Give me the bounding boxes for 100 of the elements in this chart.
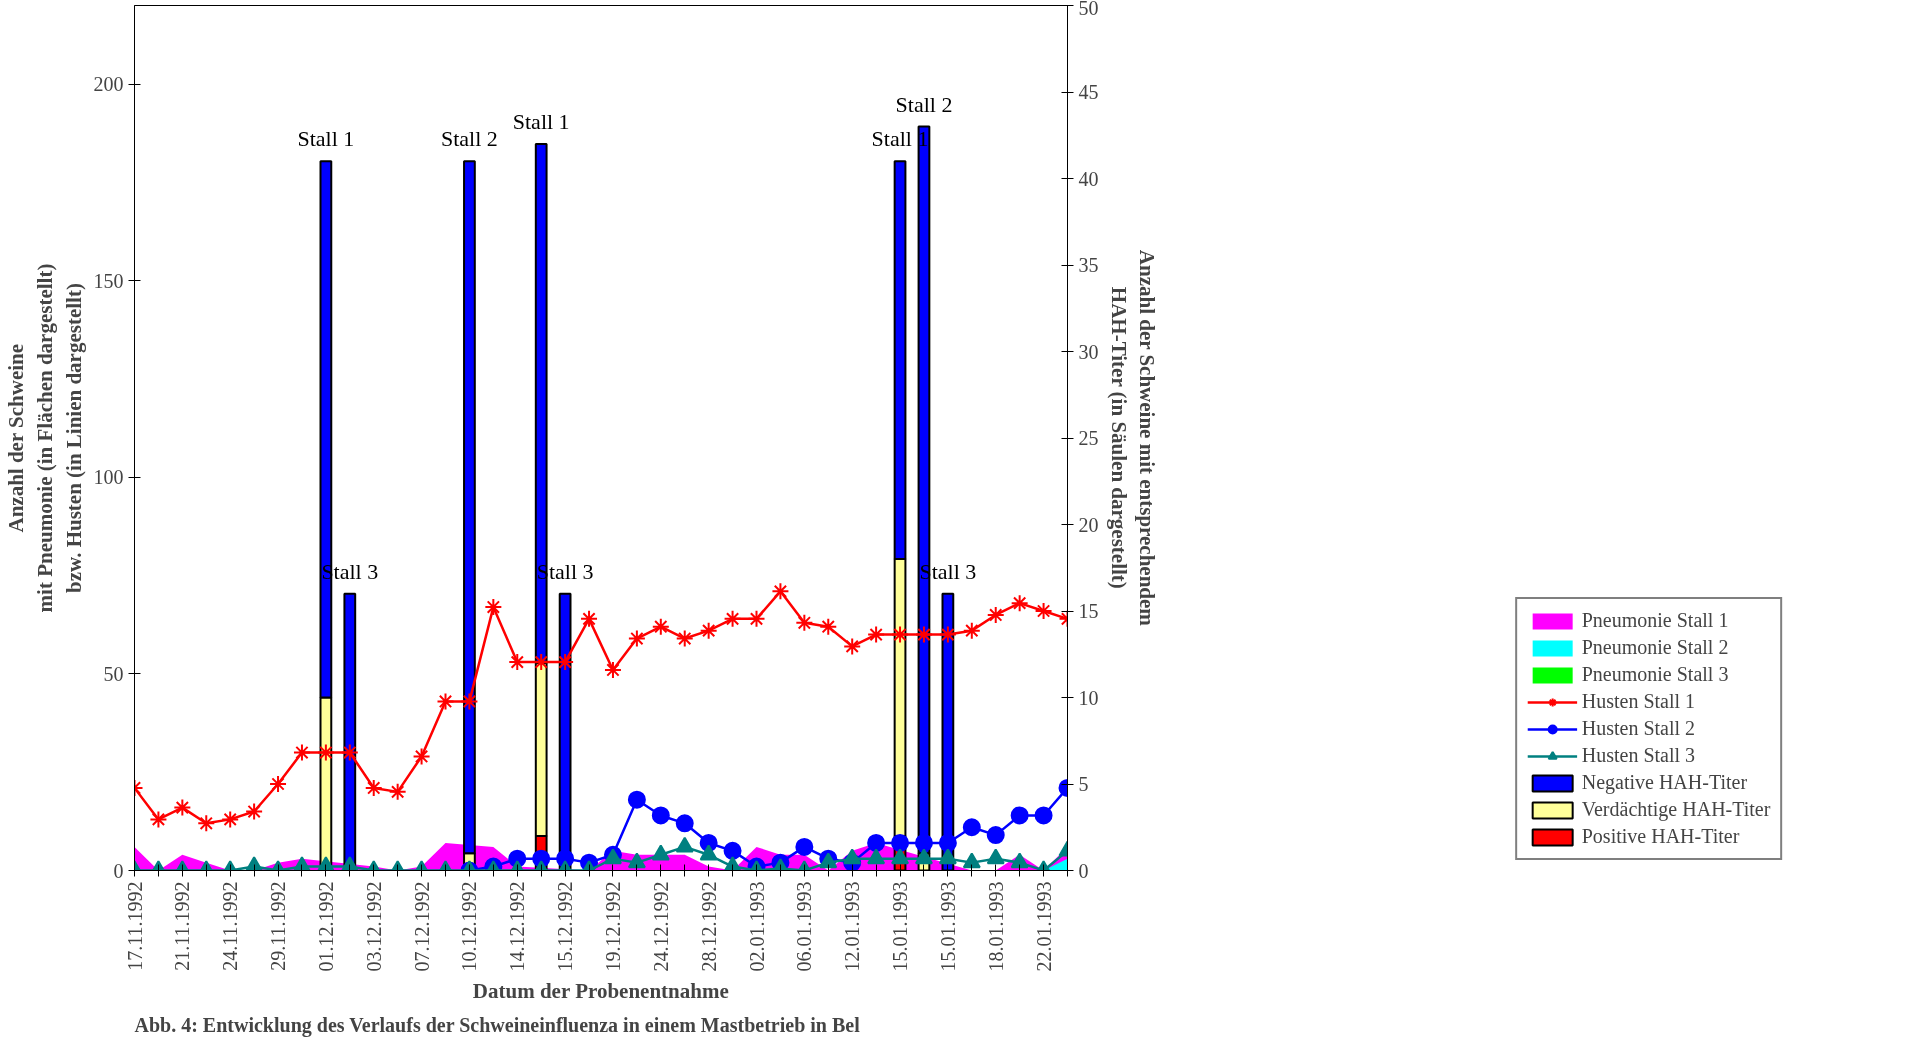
- point: [364, 778, 383, 797]
- data-label: Stall 2: [441, 126, 498, 152]
- y-tick-label: 150: [93, 269, 124, 292]
- y2-tick-label: 45: [1078, 81, 1099, 103]
- x-tick-label: 24.11.1992: [219, 881, 242, 971]
- point: [699, 621, 718, 640]
- point: [675, 814, 694, 833]
- x-tick-label: 18.01.1993: [984, 881, 1007, 972]
- point: [675, 836, 694, 853]
- point: [867, 625, 886, 644]
- x-tick-label: 15.12.1992: [554, 881, 577, 972]
- point: [1010, 852, 1029, 869]
- point: [173, 798, 192, 817]
- point: [962, 621, 981, 640]
- legend-label: Husten Stall 3: [1581, 744, 1696, 767]
- legend-label: Pneumonie Stall 1: [1581, 609, 1729, 632]
- point: [484, 598, 503, 617]
- legend-label: Pneumonie Stall 3: [1581, 663, 1729, 686]
- point: [867, 833, 886, 852]
- point: [651, 806, 670, 825]
- point: [986, 826, 1005, 845]
- y2-tick-label: 10: [1078, 686, 1099, 709]
- point: [651, 617, 670, 636]
- point: [627, 629, 646, 648]
- point: [556, 653, 575, 672]
- point: [723, 609, 742, 628]
- point: [771, 582, 790, 601]
- x-tick-label: 15.01.1993: [889, 881, 912, 972]
- y2-axis-title: Anzahl der Schweine mit entsprechendem HAH-Titer (in Säulen dargestellt): [1106, 249, 1160, 627]
- y2-tick-label: 30: [1078, 340, 1099, 363]
- point: [292, 743, 311, 762]
- point: [460, 692, 479, 711]
- point: [580, 609, 599, 628]
- point: [412, 747, 431, 766]
- x-axis-title: Datum der Probenentnahme: [472, 979, 729, 1004]
- y2-tick-label: 0: [1078, 859, 1089, 882]
- y-tick-label: 100: [93, 466, 124, 489]
- y-axis-title: Anzahl der Schweine mit Pneumonie (in Flächen dargestellt) bzw. Husten (in Linien dargestellt): [3, 263, 86, 613]
- x-tick-label: 15.01.1993: [936, 881, 959, 972]
- point: [269, 775, 288, 793]
- point: [962, 852, 981, 869]
- point: [986, 605, 1005, 624]
- point: [938, 848, 957, 865]
- legend-label: Husten Stall 2: [1581, 717, 1696, 740]
- y2-tick-label: 50: [1078, 0, 1099, 19]
- x-tick-label: 10.12.1992: [458, 881, 481, 972]
- point: [388, 782, 407, 801]
- data-label: Stall 2: [895, 91, 953, 117]
- y2-tick-label: 40: [1078, 167, 1099, 190]
- point: [627, 852, 646, 869]
- x-tick-label: 06.01.1993: [793, 881, 816, 972]
- x-tick-label: 19.12.1992: [601, 881, 624, 972]
- point: [986, 848, 1005, 865]
- point: [891, 848, 910, 865]
- point: [699, 844, 718, 861]
- caption: Abb. 4: Entwicklung des Verlaufs der Schweineinfluenza in einem Mastbetrieb in Bel: [134, 1013, 861, 1037]
- point: [221, 810, 240, 829]
- point: [891, 833, 910, 852]
- point: [1034, 602, 1053, 620]
- y2-tick-label: 35: [1078, 254, 1099, 276]
- y-tick-label: 0: [113, 859, 124, 882]
- y2-tick-label: 20: [1078, 513, 1099, 536]
- point: [867, 848, 886, 865]
- x-tick-label: 17.11.1992: [123, 881, 146, 971]
- x-tick-label: 07.12.1992: [410, 881, 433, 972]
- point: [436, 692, 455, 711]
- y2-tick-label: 15: [1078, 600, 1099, 622]
- point: [723, 841, 742, 860]
- x-tick-label: 24.12.1992: [649, 881, 672, 972]
- point: [675, 629, 694, 648]
- data-label: Stall 1: [297, 126, 355, 152]
- point: [316, 743, 335, 762]
- legend-label: Negative HAH-Titer: [1581, 771, 1748, 794]
- data-label: Stall 1: [512, 108, 570, 134]
- y2-tick-label: 25: [1078, 427, 1099, 449]
- x-tick-label: 03.12.1992: [362, 881, 385, 972]
- legend-label: Positive HAH-Titer: [1581, 825, 1740, 848]
- point: [1034, 806, 1053, 825]
- point: [149, 810, 168, 829]
- point: [1010, 594, 1029, 613]
- point: [747, 609, 766, 628]
- point: [962, 818, 981, 837]
- point: [603, 660, 622, 679]
- x-tick-label: 29.11.1992: [267, 881, 290, 971]
- point: [843, 637, 862, 656]
- point: [819, 617, 838, 636]
- point: [843, 848, 862, 865]
- x-tick-label: 14.12.1992: [506, 881, 529, 972]
- x-tick-label: 28.12.1992: [697, 881, 720, 972]
- legend-label: Verdächtige HAH-Titer: [1581, 798, 1771, 821]
- x-tick-label: 02.01.1993: [745, 881, 768, 972]
- point: [245, 802, 264, 821]
- x-tick-label: 21.11.1992: [171, 881, 194, 971]
- y-tick-label: 50: [103, 662, 124, 685]
- y-tick-label: 200: [93, 73, 124, 96]
- point: [914, 625, 933, 644]
- legend-label: Husten Stall 1: [1581, 690, 1696, 713]
- point: [795, 613, 814, 632]
- x-tick-label: 12.01.1993: [841, 881, 864, 972]
- point: [197, 814, 216, 833]
